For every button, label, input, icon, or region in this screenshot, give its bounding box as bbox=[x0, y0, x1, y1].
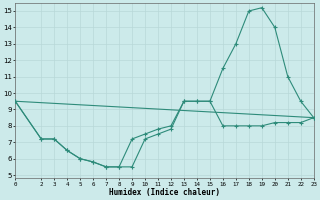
X-axis label: Humidex (Indice chaleur): Humidex (Indice chaleur) bbox=[109, 188, 220, 197]
